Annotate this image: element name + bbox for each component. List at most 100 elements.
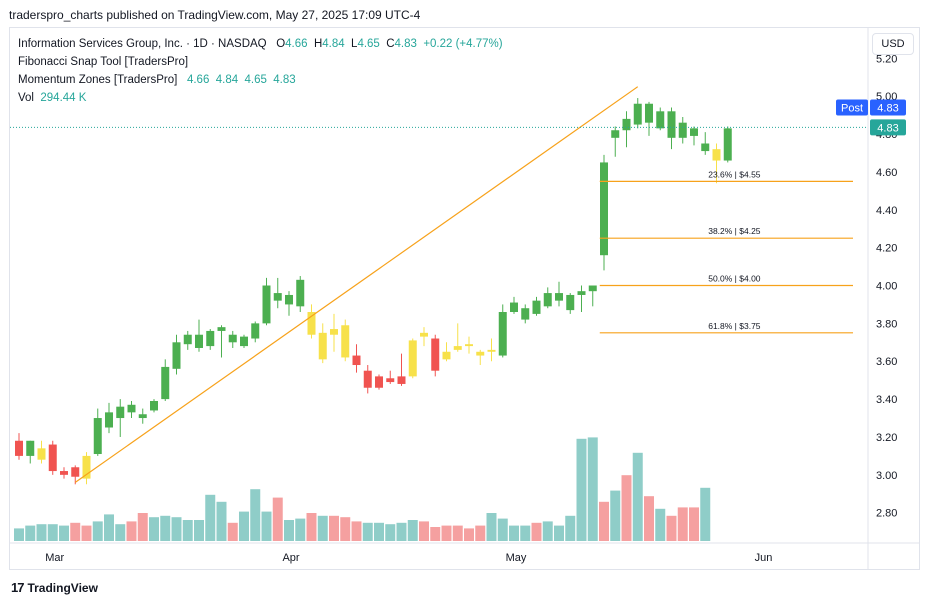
candle (307, 312, 316, 335)
volume-bar (441, 525, 452, 541)
x-tick-label: Apr (282, 552, 299, 564)
candle (633, 103, 642, 125)
volume-bar (677, 507, 688, 541)
volume-bar (475, 525, 486, 541)
candle (93, 418, 102, 455)
volume-bar (419, 521, 429, 541)
volume-bar (464, 528, 474, 541)
candle (15, 440, 23, 456)
candle (228, 334, 237, 343)
trendline (74, 86, 639, 483)
x-tick-label: Jun (755, 552, 773, 564)
symbol-legend-row[interactable]: Information Services Group, Inc. · 1D · … (18, 35, 503, 53)
high-label: H (313, 38, 323, 50)
volume-bar (171, 517, 182, 541)
volume-bar (666, 515, 677, 541)
momentum-indicator-legend[interactable]: Momentum Zones [TradersPro] 4.66 4.84 4.… (18, 71, 503, 89)
candle (611, 130, 620, 138)
volume-bar (452, 525, 463, 541)
post-price-value: 4.83 (877, 103, 898, 115)
candle (442, 351, 451, 360)
candle (408, 340, 417, 377)
volume-bar (92, 521, 103, 541)
candle (712, 149, 721, 161)
volume-bar (317, 515, 328, 541)
volume-bar (137, 513, 148, 541)
fib-level-label: 61.8% | $3.75 (708, 321, 761, 331)
candle (251, 323, 260, 339)
candle (296, 279, 305, 307)
y-tick-label: 3.80 (876, 318, 897, 330)
momentum-indicator-label: Momentum Zones [TradersPro] (18, 74, 178, 86)
tradingview-brand[interactable]: 17 TradingView (11, 580, 98, 595)
volume-bar (115, 524, 126, 541)
candle (71, 467, 80, 477)
volume-bar (36, 524, 47, 541)
volume-bar (407, 520, 418, 541)
candle (600, 162, 608, 256)
candle (723, 128, 732, 161)
candle (397, 376, 406, 384)
candle (453, 346, 462, 350)
volume-bar (59, 525, 69, 541)
candle (487, 349, 496, 352)
candle (183, 334, 192, 345)
candle (138, 414, 147, 419)
open-label: O (276, 38, 286, 50)
candle (172, 342, 181, 369)
y-tick-label: 3.40 (876, 394, 897, 406)
candle (273, 293, 282, 301)
candle (656, 111, 665, 129)
volume-bar (396, 522, 407, 541)
candle (341, 325, 350, 358)
volume-bar (385, 524, 396, 541)
candle (240, 336, 248, 347)
y-tick-label: 5.20 (876, 53, 897, 65)
candle (375, 376, 383, 388)
volume-bar (644, 496, 654, 541)
volume-bar (239, 511, 249, 541)
y-tick-label: 4.40 (876, 205, 897, 217)
volume-bar (25, 525, 36, 541)
volume-bar (329, 515, 339, 541)
candle (476, 351, 485, 356)
volume-bar (70, 522, 81, 541)
y-tick-label: 4.00 (876, 281, 897, 293)
volume-bar (216, 501, 227, 541)
high-value: 4.84 (322, 38, 345, 50)
candle (386, 378, 395, 383)
post-tag (836, 99, 868, 116)
fib-level-label: 38.2% | $4.25 (708, 226, 761, 236)
x-tick-label: Mar (45, 552, 64, 564)
volume-bar (576, 438, 587, 541)
volume-bar (587, 437, 598, 541)
publisher-line: traderspro_charts published on TradingVi… (9, 8, 421, 22)
currency-button[interactable]: USD (872, 33, 914, 55)
volume-bar (554, 525, 564, 541)
candle (555, 293, 563, 301)
candle (521, 308, 530, 320)
volume-bar (542, 521, 553, 541)
candle (116, 406, 125, 419)
volume-bar (205, 494, 216, 541)
candle (667, 111, 676, 138)
brand-name: TradingView (27, 580, 98, 595)
y-tick-label: 3.20 (876, 432, 897, 444)
volume-bar (182, 520, 193, 541)
volume-legend[interactable]: Vol 294.44 K (18, 89, 503, 107)
volume-bar (486, 513, 497, 541)
tradingview-logo-icon: 17 (11, 580, 25, 595)
candle (543, 293, 552, 307)
last-price-tag (870, 119, 906, 136)
close-value: 4.83 (394, 38, 417, 50)
volume-bar (227, 522, 238, 541)
candle (645, 103, 653, 123)
momentum-values: 4.66 4.84 4.65 4.83 (186, 74, 296, 86)
candle (330, 329, 338, 335)
fib-indicator-legend[interactable]: Fibonacci Snap Tool [TradersPro] (18, 53, 503, 71)
candle (588, 285, 597, 292)
volume-bar (261, 511, 272, 541)
volume-bar (497, 518, 508, 541)
volume-bar (81, 525, 92, 541)
